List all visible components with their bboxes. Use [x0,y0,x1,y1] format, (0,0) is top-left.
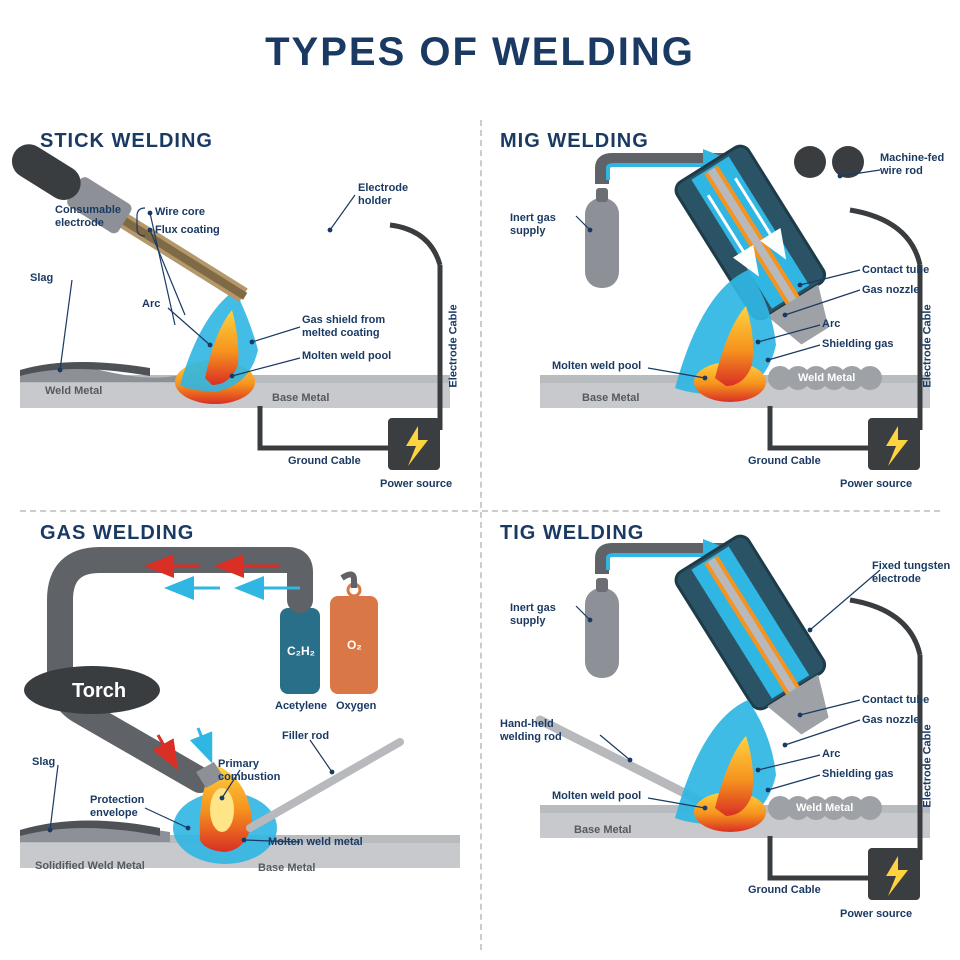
lbl-mig-shield: Shielding gas [822,338,894,350]
lbl-tig-weldmetal: Weld Metal [796,802,853,814]
lbl-mig-power: Power source [840,478,912,490]
lbl-tig-nozzle: Gas nozzle [862,714,919,726]
lbl-gas-molten: Molten weld metal [268,836,363,848]
lbl-gas-primary: Primary combustion [218,758,280,783]
lbl-mig-machinefed: Machine-fed wire rod [880,152,944,178]
lbl-mig-molten: Molten weld pool [552,360,641,372]
lbl-tig-hand: Hand-held welding rod [500,718,562,743]
lbl-mig-ecable: Electrode Cable [922,304,934,387]
lbl-stick-weldmetal: Weld Metal [45,385,102,397]
lbl-stick-ground: Ground Cable [288,455,361,467]
diagram-gas [0,510,480,950]
lbl-tig-power: Power source [840,908,912,920]
lbl-stick-gasshield: Gas shield from melted coating [302,314,385,340]
lbl-tig-arc: Arc [822,748,840,760]
lbl-stick-ecable: Electrode Cable [448,304,460,387]
lbl-mig-nozzle: Gas nozzle [862,284,919,296]
diagram-mig [480,120,960,510]
lbl-tig-inert: Inert gas supply [510,602,556,628]
lbl-gas-torch: Torch [72,680,126,703]
lbl-stick-consumable: Consumable electrode [55,204,121,230]
lbl-gas-filler: Filler rod [282,730,329,742]
lbl-tig-contact: Contact tube [862,694,929,706]
lbl-tig-basemetal: Base Metal [574,824,631,836]
lbl-gas-slag: Slag [32,756,55,768]
lbl-mig-inert: Inert gas supply [510,212,556,238]
lbl-gas-oxy: Oxygen [336,700,376,712]
lbl-stick-basemetal: Base Metal [272,392,329,404]
lbl-gas-solid: Solidified Weld Metal [35,860,145,872]
page-title: TYPES OF WELDING [0,30,960,75]
lbl-mig-ground: Ground Cable [748,455,821,467]
lbl-mig-contact: Contact tube [862,264,929,276]
lbl-stick-wirecore: Wire core [155,206,205,218]
lbl-tig-molten: Molten weld pool [552,790,641,802]
lbl-stick-arc: Arc [142,298,160,310]
lbl-tig-ecable: Electrode Cable [922,724,934,807]
lbl-stick-holder: Electrode holder [358,182,408,208]
lbl-gas-base: Base Metal [258,862,315,874]
lbl-tig-ground: Ground Cable [748,884,821,896]
lbl-stick-flux: Flux coating [155,224,220,236]
lbl-gas-acet: Acetylene [275,700,327,712]
diagram-stick [0,120,480,510]
lbl-stick-slag: Slag [30,272,53,284]
lbl-gas-c2h2: C₂H₂ [287,644,315,658]
lbl-tig-shield: Shielding gas [822,768,894,780]
lbl-gas-protect: Protection envelope [90,794,144,819]
lbl-gas-o2: O₂ [347,638,362,652]
lbl-mig-basemetal: Base Metal [582,392,639,404]
lbl-stick-power: Power source [380,478,452,490]
lbl-tig-fixed: Fixed tungsten electrode [872,560,950,586]
lbl-stick-molten: Molten weld pool [302,350,391,362]
lbl-mig-arc: Arc [822,318,840,330]
lbl-mig-weldmetal: Weld Metal [798,372,855,384]
